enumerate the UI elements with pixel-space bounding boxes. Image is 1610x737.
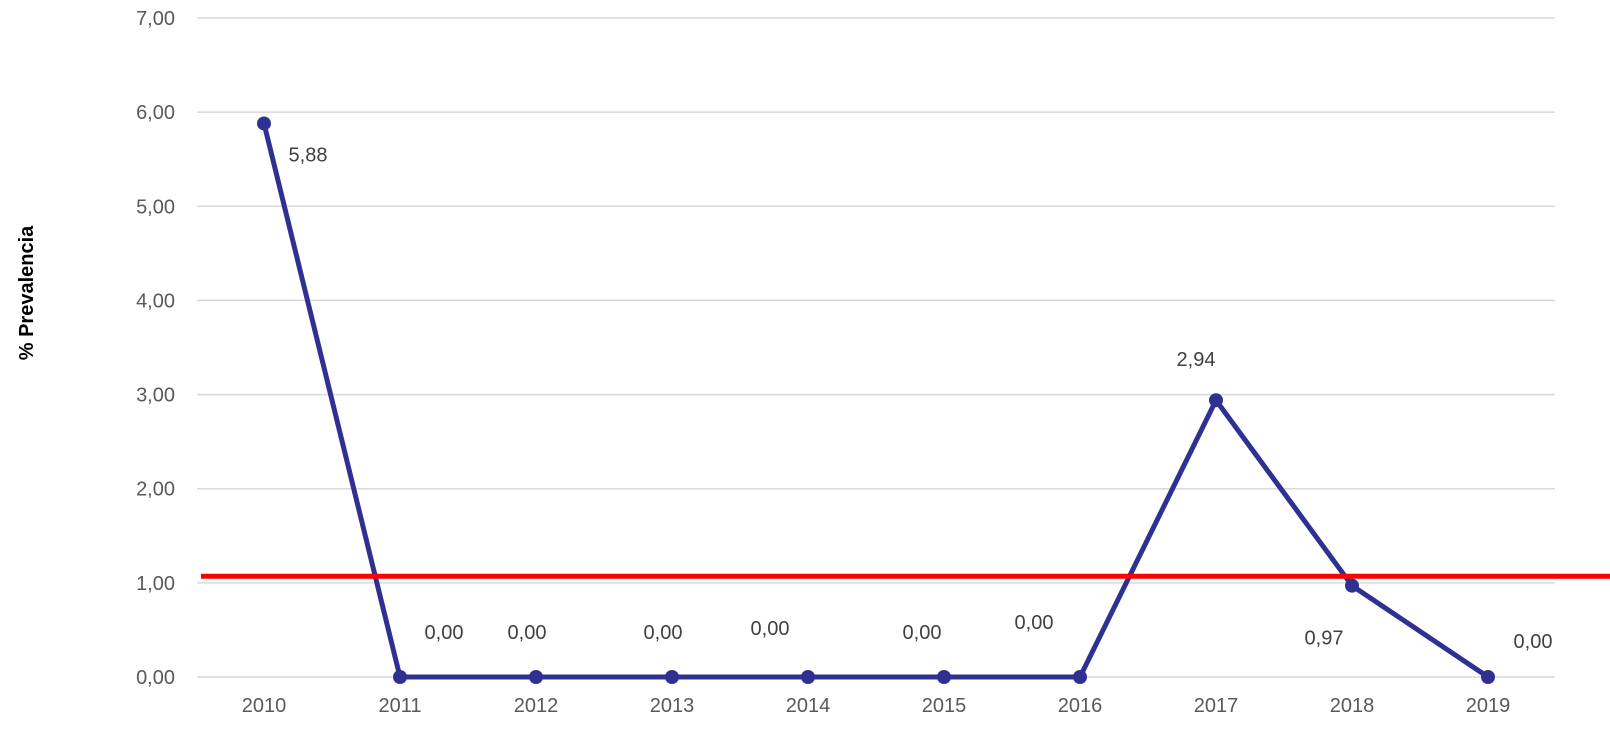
y-axis-label: % Prevalencia (16, 225, 38, 360)
data-label: 0,00 (508, 622, 547, 644)
y-tick-label: 7,00 (136, 8, 175, 30)
data-label: 0,00 (425, 622, 464, 644)
x-tick-label: 2019 (1466, 695, 1511, 717)
x-axis-ticks: 2010 2011 2012 2013 2014 2015 2016 2017 2018 2019 (242, 695, 1511, 717)
x-tick-label: 2014 (786, 695, 831, 717)
x-tick-label: 2012 (514, 695, 559, 717)
data-point (665, 670, 679, 684)
data-label: 5,88 (289, 144, 328, 166)
data-point (801, 670, 815, 684)
data-point (1073, 670, 1087, 684)
y-tick-label: 5,00 (136, 196, 175, 218)
data-point (1481, 670, 1495, 684)
data-label: 0,00 (1514, 631, 1553, 653)
data-label: 2,94 (1177, 349, 1216, 371)
x-tick-label: 2016 (1058, 695, 1103, 717)
data-points (257, 116, 1495, 684)
y-tick-label: 4,00 (136, 290, 175, 312)
x-tick-label: 2011 (378, 695, 421, 717)
x-tick-label: 2017 (1194, 695, 1239, 717)
y-tick-label: 2,00 (136, 479, 175, 501)
data-point (393, 670, 407, 684)
y-tick-label: 3,00 (136, 385, 175, 407)
data-label: 0,97 (1305, 628, 1344, 650)
x-tick-label: 2010 (242, 695, 287, 717)
data-point (1345, 578, 1359, 593)
data-label: 0,00 (1015, 612, 1054, 634)
data-point (1209, 393, 1223, 408)
data-label: 0,00 (903, 622, 942, 644)
data-labels: 5,88 0,00 0,00 0,00 0,00 0,00 0,00 2,94 0,97 0,00 (289, 144, 1553, 653)
series-polyline (261, 122, 1490, 680)
data-label: 0,00 (751, 618, 790, 640)
y-tick-label: 6,00 (136, 102, 175, 124)
gridlines (197, 17, 1555, 678)
data-label: 0,00 (644, 622, 683, 644)
x-tick-label: 2018 (1330, 695, 1375, 717)
y-tick-label: 0,00 (136, 667, 175, 689)
x-tick-label: 2013 (650, 695, 695, 717)
y-tick-label: 1,00 (136, 573, 175, 595)
data-point (529, 670, 543, 684)
data-point (937, 670, 951, 684)
series-line (261, 122, 1490, 680)
y-axis-ticks: 0,00 1,00 2,00 3,00 4,00 5,00 6,00 7,00 (136, 8, 175, 689)
x-tick-label: 2015 (922, 695, 967, 717)
data-point (257, 116, 271, 131)
